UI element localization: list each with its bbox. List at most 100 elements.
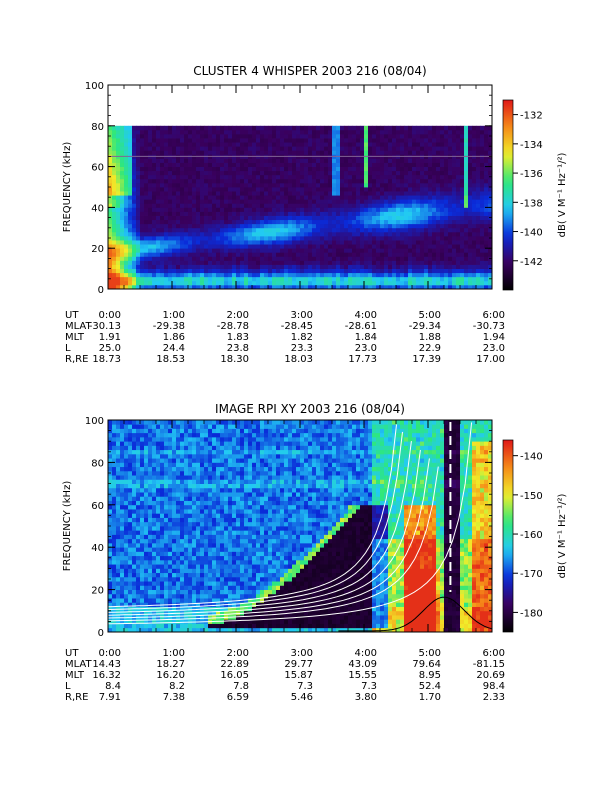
spectrogram-cell — [336, 133, 341, 139]
spectrogram-cell — [300, 203, 305, 208]
spectrogram-cell — [468, 219, 473, 225]
spectrogram-cell — [120, 166, 125, 172]
spectrogram-cell — [176, 428, 181, 434]
spectrogram-cell — [156, 585, 161, 590]
spectrogram-cell — [240, 219, 245, 225]
spectrogram-cell — [136, 207, 141, 212]
spectrogram-cell — [440, 138, 445, 143]
spectrogram-cell — [160, 547, 165, 552]
spectrogram-cell — [212, 235, 217, 241]
spectrogram-cell — [168, 504, 173, 510]
spectrogram-cell — [140, 530, 145, 535]
spectrogram-cell — [148, 432, 153, 438]
spectrogram-cell — [488, 129, 493, 135]
spectrogram-cell — [388, 244, 393, 249]
spectrogram-cell — [224, 195, 229, 200]
spectrogram-cell — [444, 142, 449, 147]
spectrogram-cell — [408, 235, 413, 241]
spectrogram-cell — [320, 272, 325, 278]
spectrogram-cell — [460, 260, 465, 265]
spectrogram-cell — [240, 133, 245, 139]
spectrogram-cell — [216, 211, 221, 216]
spectrogram-cell — [380, 244, 385, 249]
spectrogram-cell — [484, 203, 489, 208]
spectrogram-cell — [456, 235, 461, 241]
spectrogram-cell — [148, 623, 153, 629]
spectrogram-cell — [124, 509, 129, 514]
spectrogram-cell — [356, 280, 361, 286]
spectrogram-cell — [204, 252, 209, 257]
spectrogram-cell — [288, 187, 293, 192]
spectrogram-cell — [452, 248, 457, 253]
spectrogram-cell — [412, 203, 417, 208]
spectrogram-cell — [292, 219, 297, 225]
spectrogram-cell — [452, 244, 457, 249]
spectrogram-cell — [404, 170, 409, 176]
spectrogram-cell — [316, 227, 321, 233]
spectrogram-cell — [272, 284, 277, 290]
spectrogram-cell — [208, 227, 213, 233]
spectrogram-cell — [372, 280, 377, 286]
spectrogram-cell — [408, 252, 413, 257]
spectrogram-cell — [412, 276, 417, 282]
spectrogram-cell — [196, 215, 201, 221]
spectrogram-cell — [364, 235, 369, 241]
spectrogram-cell — [184, 158, 189, 163]
spectrogram-cell — [164, 272, 169, 278]
spectrogram-cell — [424, 248, 429, 253]
spectrogram-cell — [180, 280, 185, 286]
spectrogram-cell — [336, 223, 341, 229]
spectrogram-cell — [432, 146, 437, 151]
spectrogram-cell — [424, 195, 429, 200]
spectrogram-cell — [276, 158, 281, 163]
spectrogram-cell — [152, 182, 157, 188]
spectrogram-cell — [120, 538, 125, 544]
spectrogram-cell — [108, 252, 113, 257]
spectrogram-cell — [264, 280, 269, 286]
spectrogram-cell — [112, 191, 117, 196]
spectrogram-cell — [392, 256, 397, 261]
spectrogram-cell — [136, 432, 141, 438]
spectrogram-cell — [476, 142, 481, 147]
spectrogram-cell — [348, 227, 353, 233]
spectrogram-cell — [172, 462, 177, 468]
spectrogram-cell — [156, 623, 161, 629]
spectrogram-cell — [464, 272, 469, 278]
spectrogram-cell — [324, 284, 329, 290]
spectrogram-cell — [440, 129, 445, 135]
spectrogram-cell — [288, 256, 293, 261]
spectrogram-cell — [384, 231, 389, 237]
spectrogram-cell — [228, 162, 233, 167]
spectrogram-cell — [404, 178, 409, 184]
spectrogram-cell — [384, 199, 389, 204]
spectrogram-cell — [160, 235, 165, 241]
spectrogram-cell — [184, 589, 189, 595]
ephemeris-value: 18.53 — [156, 354, 185, 365]
spectrogram-cell — [428, 215, 433, 221]
spectrogram-cell — [332, 129, 337, 135]
spectrogram-cell — [264, 248, 269, 253]
spectrogram-cell — [360, 211, 365, 216]
spectrogram-cell — [160, 487, 165, 493]
spectrogram-cell — [200, 244, 205, 249]
spectrogram-cell — [176, 521, 181, 527]
spectrogram-cell — [344, 150, 349, 155]
spectrogram-cell — [456, 219, 461, 225]
spectrogram-cell — [392, 162, 397, 167]
spectrogram-cell — [452, 162, 457, 167]
spectrogram-cell — [276, 215, 281, 221]
spectrogram-cell — [300, 231, 305, 237]
spectrogram-cell — [252, 235, 257, 241]
spectrogram-cell — [388, 260, 393, 265]
spectrogram-cell — [156, 538, 161, 544]
spectrogram-cell — [480, 248, 485, 253]
spectrogram-cell — [292, 166, 297, 172]
spectrogram-cell — [288, 174, 293, 180]
spectrogram-cell — [364, 207, 369, 212]
spectrogram-cell — [208, 284, 213, 290]
spectrogram-cell — [340, 284, 345, 290]
spectrogram-cell — [220, 211, 225, 216]
spectrogram-cell — [376, 264, 381, 269]
spectrogram-cell — [308, 284, 313, 290]
spectrogram-cell — [400, 260, 405, 265]
